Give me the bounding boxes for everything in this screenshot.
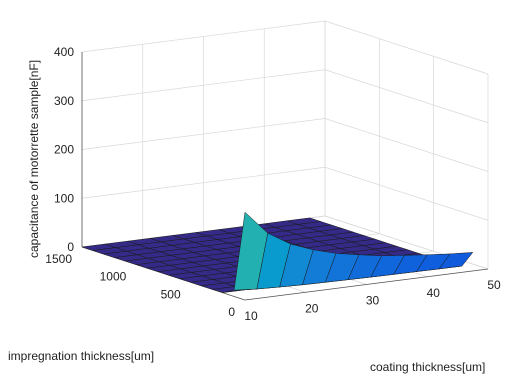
z-tick-label: 400	[54, 45, 74, 59]
x-tick-label: 40	[427, 286, 441, 300]
x-tick-label: 20	[305, 301, 319, 315]
back-wall-grid-z	[81, 166, 326, 199]
z-tick-label: 200	[54, 143, 74, 157]
back-wall-grid-z	[81, 69, 326, 102]
y-axis-label: impregnation thickness[um]	[8, 349, 154, 363]
surface-mesh	[81, 212, 474, 293]
x-tick-label: 50	[487, 278, 501, 292]
z-tick-label: 300	[54, 94, 74, 108]
back-wall-grid-z	[81, 118, 326, 150]
z-tick-label: 0	[67, 240, 74, 254]
y-tick-label: 1000	[100, 270, 127, 284]
side-wall-grid-z	[324, 69, 489, 124]
x-tick-label: 30	[366, 294, 380, 308]
y-tick-label: 500	[161, 287, 181, 301]
x-axis-label: coating thickness[um]	[370, 360, 485, 374]
x-tick-label: 10	[244, 309, 258, 323]
back-wall-grid-z	[81, 20, 326, 53]
surface-patch	[438, 252, 474, 270]
side-wall-grid-z	[324, 118, 489, 172]
y-tick-label: 1500	[45, 252, 72, 266]
side-wall-grid-z	[324, 20, 489, 75]
y-tick-label: 0	[228, 305, 235, 319]
z-tick-label: 100	[54, 191, 74, 205]
x-axis-line	[244, 268, 489, 301]
tick-labels: 0 100 200 300 400 0 500 1000 1500 10 20 30 40 50	[45, 45, 501, 323]
z-axis-label: capacitance of motorrette sample[nF]	[27, 60, 41, 258]
side-wall-grid-z	[324, 166, 489, 221]
